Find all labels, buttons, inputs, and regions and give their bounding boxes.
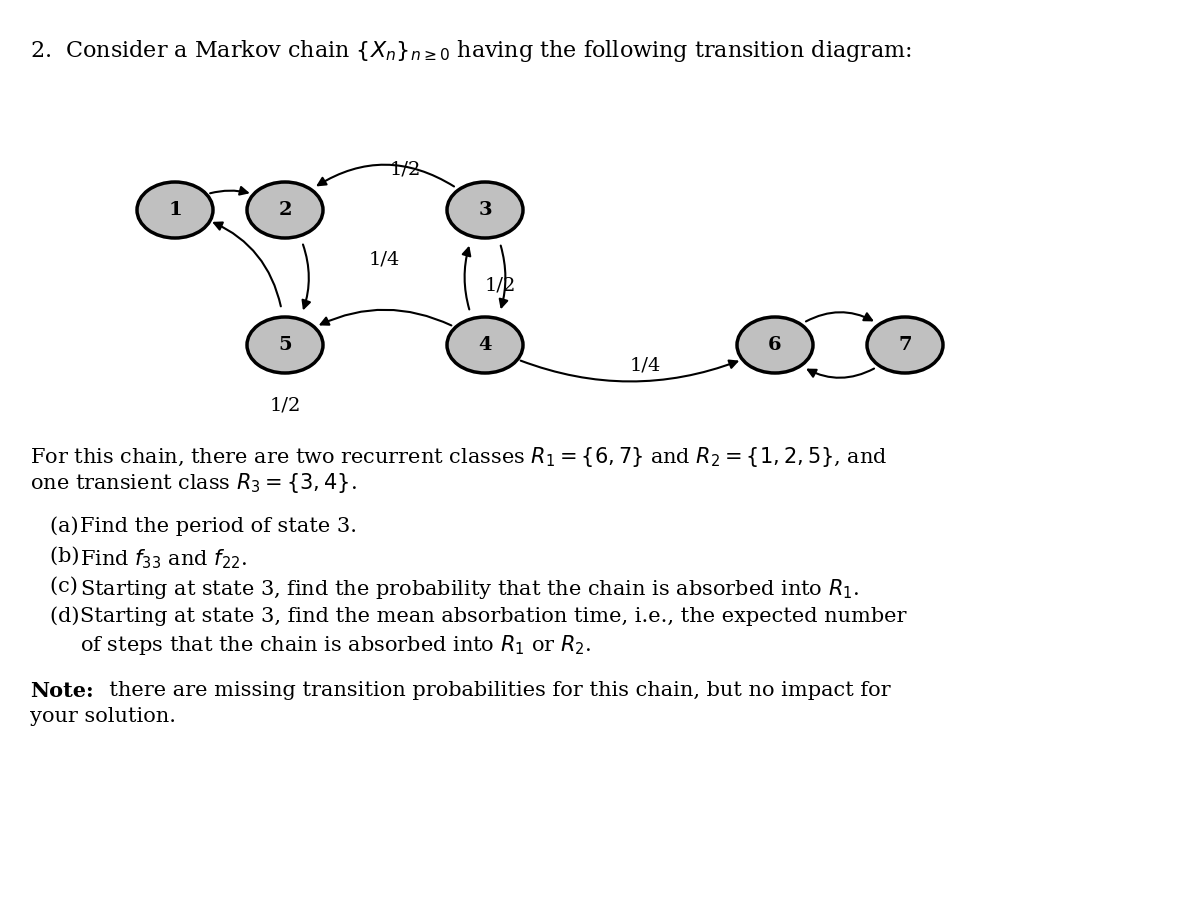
FancyArrowPatch shape (210, 187, 247, 195)
Ellipse shape (446, 182, 523, 238)
Text: (b): (b) (50, 547, 86, 566)
Text: 7: 7 (899, 336, 912, 354)
Text: 1/2: 1/2 (269, 396, 301, 414)
Text: Starting at state 3, find the probability that the chain is absorbed into $R_1$.: Starting at state 3, find the probabilit… (80, 577, 859, 601)
FancyArrowPatch shape (463, 248, 470, 309)
Text: Note:: Note: (30, 681, 94, 701)
Text: 1/4: 1/4 (368, 251, 400, 269)
FancyArrowPatch shape (302, 244, 310, 308)
Ellipse shape (247, 182, 323, 238)
Text: 5: 5 (278, 336, 292, 354)
Ellipse shape (737, 317, 814, 373)
Text: Find $f_{33}$ and $f_{22}$.: Find $f_{33}$ and $f_{22}$. (80, 547, 247, 571)
Ellipse shape (247, 317, 323, 373)
Text: there are missing transition probabilities for this chain, but no impact for: there are missing transition probabiliti… (96, 681, 890, 700)
Text: 1/2: 1/2 (485, 276, 516, 294)
Text: 1: 1 (168, 201, 182, 219)
Text: (d): (d) (50, 607, 86, 626)
Text: 2: 2 (278, 201, 292, 219)
Ellipse shape (446, 317, 523, 373)
Text: 1/2: 1/2 (390, 161, 421, 179)
FancyArrowPatch shape (806, 312, 872, 321)
FancyArrowPatch shape (521, 361, 737, 382)
Text: 2.  Consider a Markov chain $\{X_n\}_{n\geq 0}$ having the following transition : 2. Consider a Markov chain $\{X_n\}_{n\g… (30, 38, 912, 64)
FancyArrowPatch shape (214, 222, 281, 307)
FancyArrowPatch shape (320, 309, 451, 325)
Ellipse shape (137, 182, 214, 238)
Text: 4: 4 (479, 336, 492, 354)
Text: (a): (a) (50, 517, 85, 536)
Text: Starting at state 3, find the mean absorbation time, i.e., the expected number: Starting at state 3, find the mean absor… (80, 607, 906, 626)
Text: one transient class $R_3 = \{3,4\}$.: one transient class $R_3 = \{3,4\}$. (30, 471, 356, 495)
FancyArrowPatch shape (808, 368, 874, 378)
Text: 1/4: 1/4 (629, 356, 661, 374)
FancyArrowPatch shape (318, 164, 454, 186)
Text: (c): (c) (50, 577, 84, 596)
Text: your solution.: your solution. (30, 707, 176, 726)
Text: 6: 6 (768, 336, 782, 354)
Text: 3: 3 (478, 201, 492, 219)
Ellipse shape (866, 317, 943, 373)
Text: For this chain, there are two recurrent classes $R_1 = \{6,7\}$ and $R_2 = \{1,2: For this chain, there are two recurrent … (30, 445, 887, 469)
FancyArrowPatch shape (499, 246, 508, 308)
Text: Find the period of state 3.: Find the period of state 3. (80, 517, 358, 536)
Text: of steps that the chain is absorbed into $R_1$ or $R_2$.: of steps that the chain is absorbed into… (80, 633, 592, 657)
